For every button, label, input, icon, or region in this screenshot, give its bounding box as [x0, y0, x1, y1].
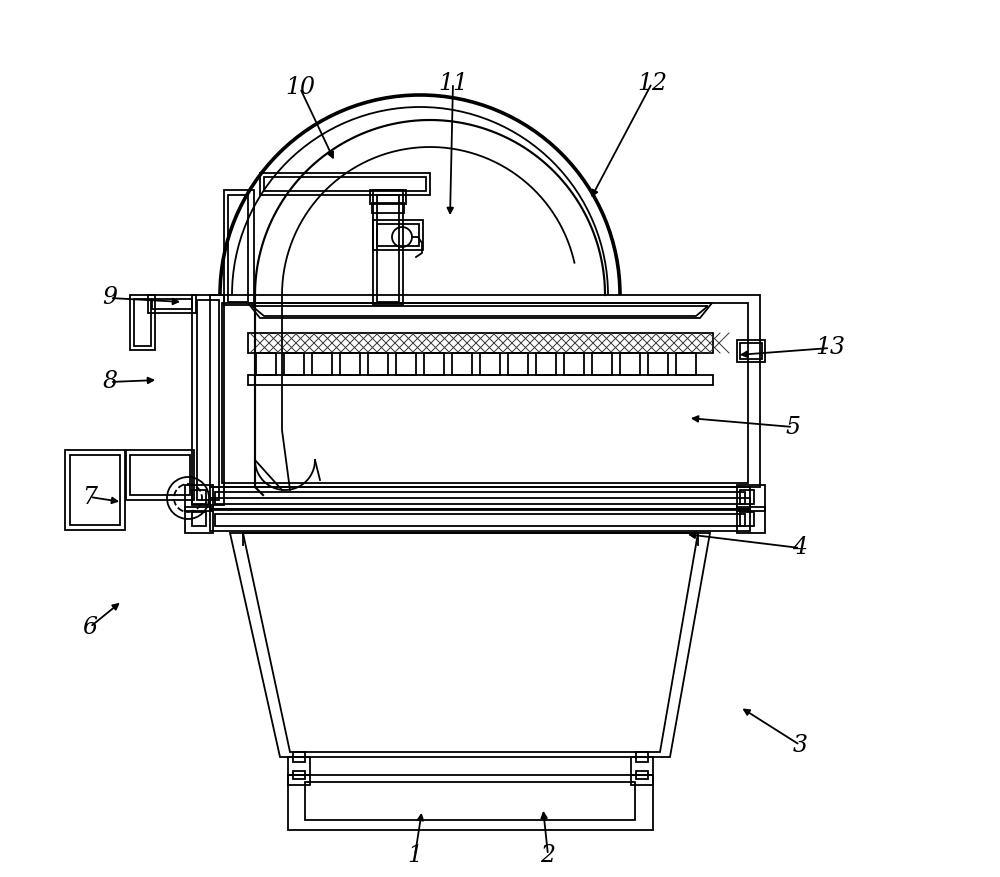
Bar [288, 775, 310, 785]
Bar [210, 498, 750, 510]
Bar [536, 353, 556, 375]
Bar [508, 353, 528, 375]
Text: 8: 8 [103, 370, 118, 394]
Bar [293, 752, 305, 762]
Text: 10: 10 [285, 76, 315, 99]
Bar [377, 224, 419, 246]
Bar [305, 782, 635, 820]
Bar [631, 775, 653, 785]
Bar [564, 353, 584, 375]
Bar [288, 775, 653, 830]
Bar [130, 455, 190, 495]
Bar [248, 333, 713, 353]
Bar [134, 299, 151, 346]
Bar [740, 512, 754, 526]
Bar [130, 295, 155, 350]
Bar [192, 295, 224, 505]
Bar [215, 492, 745, 504]
Bar [396, 353, 416, 375]
Bar [260, 173, 430, 195]
Bar [370, 190, 406, 204]
Text: 4: 4 [792, 537, 808, 560]
Text: 2: 2 [540, 844, 556, 866]
Bar [377, 195, 399, 302]
Bar [293, 771, 305, 779]
Bar [631, 757, 653, 775]
Bar [480, 353, 500, 375]
Bar [340, 353, 360, 375]
Bar [228, 195, 248, 302]
Bar [192, 490, 206, 504]
Text: 9: 9 [103, 287, 118, 310]
Text: 12: 12 [637, 72, 667, 95]
Bar [152, 299, 192, 309]
Bar [210, 509, 750, 531]
Bar [424, 353, 444, 375]
Bar [148, 295, 196, 313]
Bar [373, 220, 423, 250]
Bar [676, 353, 696, 375]
Text: 13: 13 [815, 337, 845, 360]
Bar [373, 190, 403, 305]
Bar [126, 450, 194, 500]
Bar [592, 353, 612, 375]
Text: 1: 1 [408, 844, 422, 866]
Bar [185, 507, 213, 533]
Bar [256, 353, 276, 375]
Bar [636, 752, 648, 762]
Text: 7: 7 [82, 486, 98, 509]
Text: 5: 5 [786, 416, 800, 438]
Bar [215, 514, 745, 526]
Bar [368, 353, 388, 375]
Bar [372, 203, 404, 213]
Bar [264, 177, 426, 191]
Bar [288, 757, 310, 775]
Bar [70, 455, 120, 525]
Bar [210, 487, 750, 509]
Bar [284, 353, 304, 375]
Bar [636, 771, 648, 779]
Bar [210, 295, 760, 487]
Text: 6: 6 [82, 616, 98, 638]
Text: 11: 11 [438, 72, 468, 95]
Bar [312, 353, 332, 375]
Bar [737, 340, 765, 362]
Bar [222, 303, 748, 483]
Bar [248, 375, 713, 385]
Bar [192, 512, 206, 526]
Bar [737, 485, 765, 511]
Bar [197, 300, 219, 500]
Bar [185, 485, 213, 511]
Bar [648, 353, 668, 375]
Bar [740, 343, 762, 359]
Bar [224, 190, 254, 305]
Text: 3: 3 [792, 733, 808, 757]
Bar [620, 353, 640, 375]
Bar [452, 353, 472, 375]
Bar [737, 507, 765, 533]
Bar [65, 450, 125, 530]
Bar [740, 490, 754, 504]
